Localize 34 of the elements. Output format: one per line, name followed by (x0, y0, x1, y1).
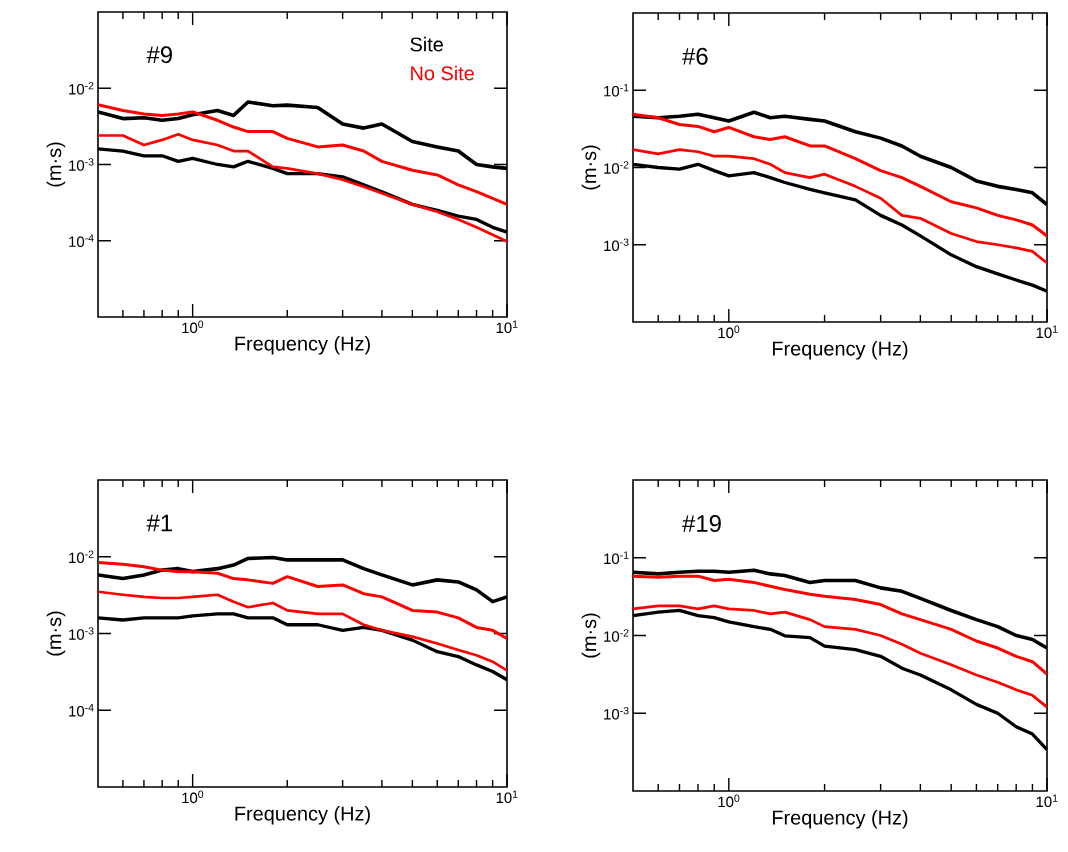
x-tick-label: 10$^{1}$ (496, 790, 518, 804)
y-tick-label: 10$^{-2}$ (69, 81, 94, 95)
text: #9 (146, 46, 172, 64)
text: #1 (146, 514, 172, 532)
y-tick-label: 10$^{-2}$ (604, 629, 629, 642)
y-tick-label: 10$^{-3}$ (69, 158, 94, 171)
y-axis-title: (m·s) (46, 142, 66, 187)
y-tick-label: 10$^{-2}$ (69, 550, 94, 564)
x-tick-label: 10$^{1}$ (496, 320, 518, 334)
x-tick-label: 10$^{0}$ (182, 790, 204, 804)
x-tick-label: 10$^{0}$ (182, 320, 204, 334)
legend-label: Site (410, 36, 443, 52)
y-tick-label: 10$^{-4}$ (69, 234, 94, 248)
text: #6 (682, 47, 708, 65)
y-tick-label: 10$^{-3}$ (604, 706, 629, 720)
text: No Site (411, 65, 474, 81)
x-axis-title: Frequency (Hz) (773, 341, 908, 360)
y-tick-label: 10$^{-1}$ (604, 551, 629, 565)
y-tick-label: 10$^{-1}$ (604, 83, 629, 97)
y-axis-title: (m·s) (46, 611, 66, 656)
text: #19 (682, 515, 721, 533)
y-axis-title: (m·s) (581, 145, 601, 190)
x-axis-title: Frequency (Hz) (773, 810, 908, 829)
x-tick-label: 10$^{0}$ (718, 325, 740, 339)
x-axis-title: Frequency (Hz) (235, 336, 370, 355)
x-tick-label: 10$^{1}$ (1036, 794, 1058, 808)
y-tick-label: 10$^{-4}$ (69, 703, 94, 717)
x-axis-title: Frequency (Hz) (235, 806, 370, 825)
x-tick-label: 10$^{1}$ (1036, 325, 1058, 339)
x-tick-label: 10$^{0}$ (718, 794, 740, 808)
y-tick-label: 10$^{-3}$ (69, 627, 94, 640)
y-tick-label: 10$^{-3}$ (604, 238, 629, 252)
y-tick-label: 10$^{-2}$ (604, 161, 629, 174)
y-axis-title: (m·s) (581, 613, 601, 658)
